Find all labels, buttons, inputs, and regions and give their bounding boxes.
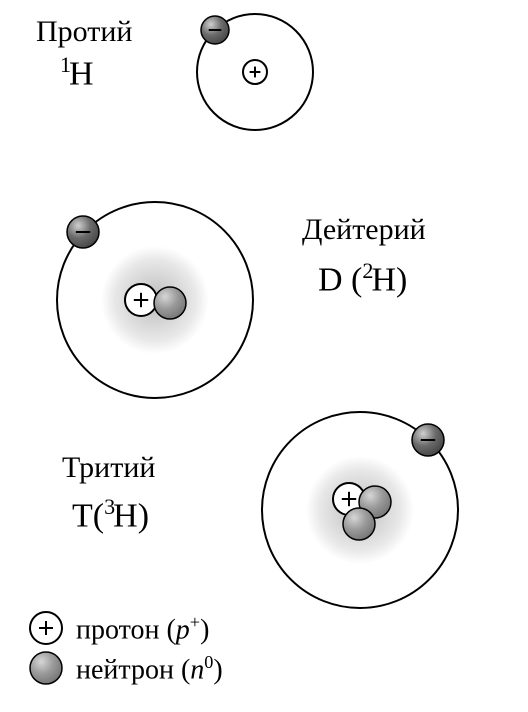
legend-proton-marker bbox=[30, 612, 62, 644]
legend-neutron-marker bbox=[30, 652, 62, 684]
diagram-svg bbox=[0, 0, 528, 712]
tritium-atom bbox=[262, 412, 458, 608]
protium-atom bbox=[197, 14, 313, 130]
deuterium-atom bbox=[57, 202, 253, 398]
